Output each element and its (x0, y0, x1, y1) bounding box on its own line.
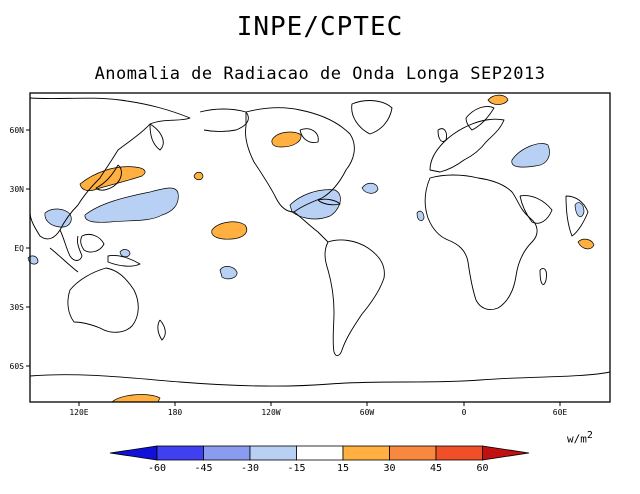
anomaly-patch-west-pacific (84, 187, 179, 223)
coastlines (29, 97, 611, 387)
anomaly-patch-atlantic (361, 182, 379, 194)
colorbar-tick-label: -60 (148, 463, 166, 474)
colorbar-segment (389, 445, 437, 461)
colorbar-segment (249, 445, 297, 461)
anomaly-patch-indian-ocean (577, 238, 595, 250)
anomaly-patch-central-pacific (211, 221, 248, 240)
coastline-scandinavia (465, 106, 495, 131)
map-subtitle: Anomalia de Radiacao de Onda Longa SEP20… (94, 64, 546, 84)
colorbar-right-arrow (482, 445, 530, 461)
coastline-cuba (317, 198, 341, 206)
coastline-australia (67, 267, 139, 333)
colorbar-segment (342, 445, 390, 461)
coastline-india (565, 195, 589, 237)
coastline-greenland (351, 100, 393, 135)
coastline-japan (95, 164, 122, 191)
colorbar-segment (435, 445, 483, 461)
anomaly-patch-arctic (487, 94, 509, 105)
coastline-central-america (293, 211, 329, 243)
anomaly-patch-indonesia (119, 249, 131, 258)
lon-tick-label: 120W (261, 408, 280, 417)
coastline-antarctica (29, 371, 611, 387)
lat-tick-label: 60N (10, 126, 25, 135)
colorbar: -60 -45 -30 -15 15 30 45 60 (109, 445, 530, 474)
coastline-europe (429, 118, 505, 173)
coastline-south-america (324, 239, 385, 357)
anomaly-patch-southern-ocean (111, 394, 161, 403)
coastline-borneo (80, 233, 105, 253)
lat-tick-label: 30S (10, 303, 25, 312)
colorbar-tick-label: -30 (241, 463, 259, 474)
anomaly-patch-russia (511, 143, 550, 168)
coastline-uk (437, 128, 447, 142)
anomaly-patch-west-africa (416, 210, 425, 222)
coastline-africa (424, 174, 538, 311)
lat-tick-label: EQ (14, 244, 24, 253)
colorbar-tick-label: -45 (194, 463, 212, 474)
coastline-hudson (299, 128, 319, 143)
anomaly-patch-canada (271, 131, 302, 148)
coastline-alaska (199, 108, 249, 132)
coastline-indochina (59, 229, 83, 261)
colorbar-tick-label: -15 (287, 463, 305, 474)
lon-tick-label: 60W (360, 408, 375, 417)
lon-tick-label: 120E (69, 408, 88, 417)
colorbar-tick-label: 60 (476, 463, 488, 474)
units-exponent: 2 (586, 430, 593, 441)
anomaly-patch-japan (79, 166, 146, 191)
coastline-madagascar (539, 268, 547, 286)
lat-tick-label: 30N (10, 185, 25, 194)
coastline-asia (29, 97, 191, 240)
coastline-north-america (245, 107, 355, 213)
anomaly-patches (27, 94, 595, 403)
anomaly-patch-north-pacific-small (193, 171, 204, 181)
coastline-kamchatka (149, 123, 164, 151)
lon-axis: 120E 180 120W 60W 0 60E (69, 402, 567, 417)
colorbar-units: w/m2 (567, 430, 593, 446)
page-title: INPE/CPTEC (236, 12, 404, 42)
colorbar-segment (203, 445, 251, 461)
coastline-arabia (519, 195, 553, 224)
lon-tick-label: 0 (462, 408, 467, 417)
colorbar-tick-label: 15 (337, 463, 349, 474)
map-frame (29, 92, 611, 403)
colorbar-tick-label: 45 (430, 463, 442, 474)
coastline-sumatra (49, 247, 79, 273)
lon-tick-label: 180 (168, 408, 183, 417)
colorbar-segment (156, 445, 204, 461)
colorbar-left-arrow (109, 445, 158, 461)
coastline-newzealand (157, 319, 166, 341)
lat-tick-label: 60S (10, 362, 25, 371)
colorbar-tick-label: 30 (383, 463, 395, 474)
coastline-newguinea (107, 255, 141, 267)
lon-tick-label: 60E (553, 408, 568, 417)
units-base: w/m (567, 432, 587, 446)
anomaly-patch-south-pacific-small (219, 266, 238, 280)
lat-axis: 60N 30N EQ 30S 60S (10, 126, 30, 371)
colorbar-segment (296, 445, 344, 461)
anomaly-patch-philippines (44, 208, 72, 228)
anomaly-patch-indian-ocean-west (574, 202, 585, 218)
